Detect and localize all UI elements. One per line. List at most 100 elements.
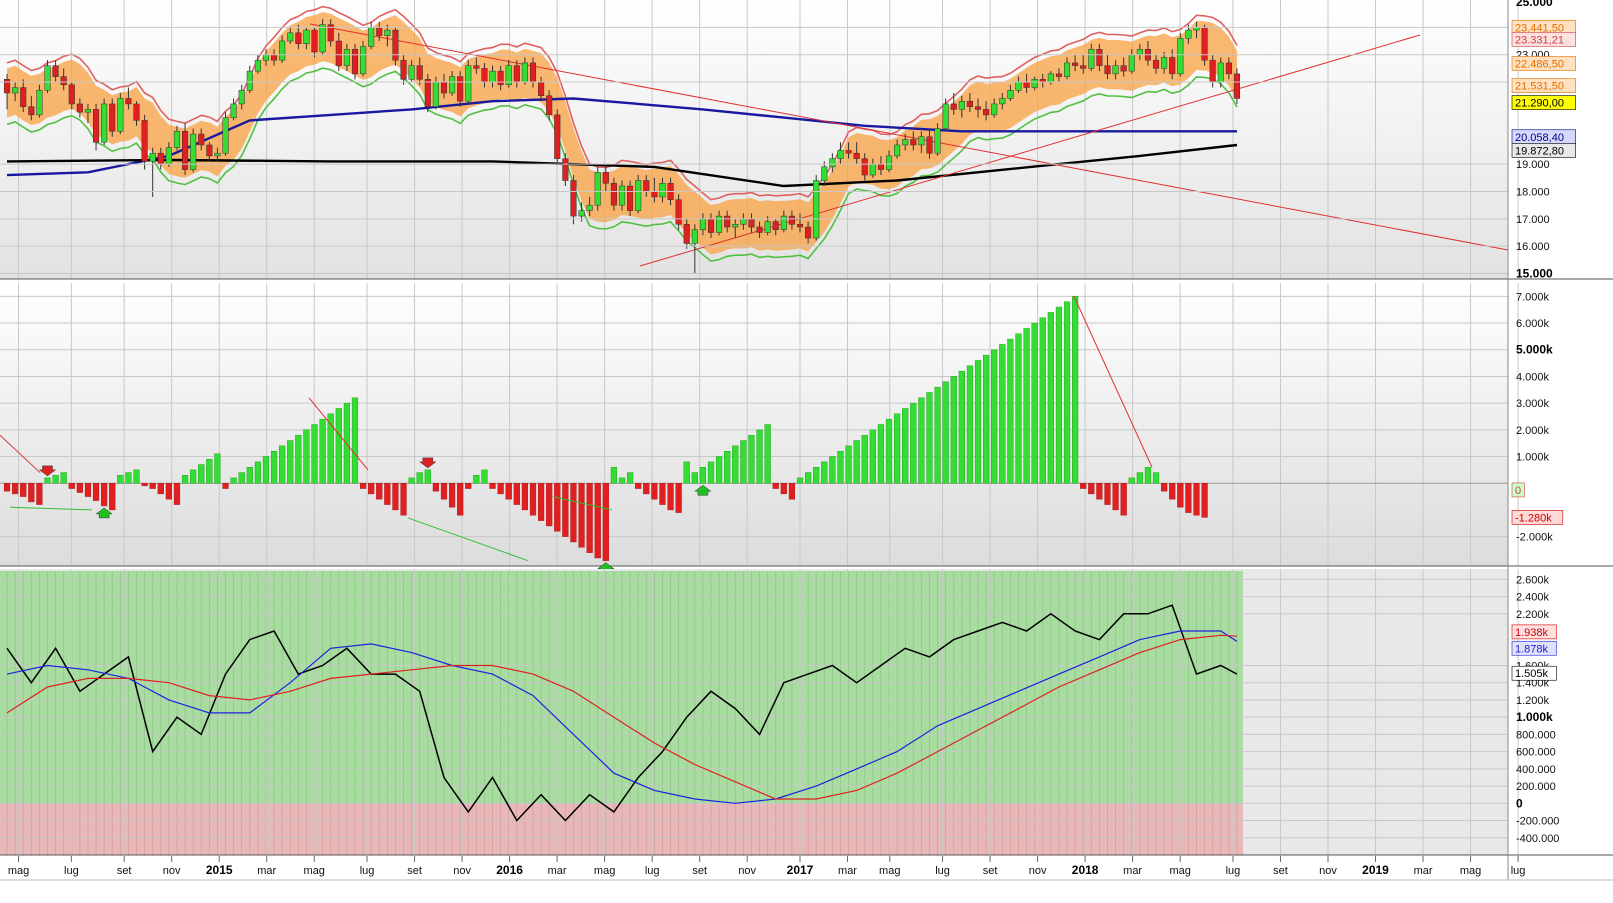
candle[interactable] <box>206 142 213 162</box>
candle[interactable] <box>408 60 415 83</box>
histogram-bar[interactable] <box>529 483 537 516</box>
histogram-bar[interactable] <box>829 456 836 484</box>
histogram-bar[interactable] <box>117 475 124 484</box>
histogram-bar[interactable] <box>885 418 893 484</box>
histogram-bar[interactable] <box>408 477 415 484</box>
candle[interactable] <box>675 194 682 230</box>
candle[interactable] <box>1088 43 1095 72</box>
histogram-bar[interactable] <box>68 483 75 489</box>
candle[interactable] <box>3 73 11 110</box>
candle[interactable] <box>254 54 261 74</box>
histogram-bar[interactable] <box>1023 328 1030 484</box>
histogram-bar[interactable] <box>440 483 448 500</box>
histogram-bar[interactable] <box>667 483 674 511</box>
candle[interactable] <box>52 60 59 83</box>
candle[interactable] <box>627 180 634 217</box>
candle[interactable] <box>1152 54 1160 74</box>
histogram-bar[interactable] <box>1031 322 1038 484</box>
histogram-bar[interactable] <box>626 472 634 484</box>
histogram-bar[interactable] <box>1015 333 1022 484</box>
candle[interactable] <box>1120 57 1127 77</box>
candle[interactable] <box>1104 54 1111 80</box>
candle[interactable] <box>20 79 27 113</box>
histogram-bar[interactable] <box>966 365 974 484</box>
candle[interactable] <box>222 112 229 156</box>
histogram-bar[interactable] <box>20 483 27 497</box>
candle[interactable] <box>610 177 617 211</box>
histogram-bar[interactable] <box>1193 483 1200 516</box>
candle[interactable] <box>343 43 350 72</box>
histogram-bar[interactable] <box>473 475 480 484</box>
histogram-bar[interactable] <box>214 453 221 484</box>
candle[interactable] <box>416 57 423 85</box>
histogram-bar[interactable] <box>1112 483 1119 511</box>
histogram-bar[interactable] <box>894 413 901 484</box>
histogram-bar[interactable] <box>942 381 949 484</box>
histogram-bar[interactable] <box>246 467 253 484</box>
candle[interactable] <box>68 82 75 110</box>
candle[interactable] <box>788 210 795 230</box>
histogram-bar[interactable] <box>683 461 690 484</box>
histogram-bar[interactable] <box>740 440 747 484</box>
histogram-bar[interactable] <box>1104 483 1111 505</box>
candle[interactable] <box>910 131 917 151</box>
histogram-bar[interactable] <box>343 402 350 484</box>
candle[interactable] <box>691 224 698 274</box>
candle[interactable] <box>473 57 480 74</box>
histogram-bar[interactable] <box>699 467 707 484</box>
candle[interactable] <box>117 93 124 135</box>
histogram-bar[interactable] <box>643 483 650 495</box>
candle[interactable] <box>230 98 237 121</box>
histogram-bar[interactable] <box>190 469 197 484</box>
candle[interactable] <box>1225 57 1232 80</box>
candle[interactable] <box>983 101 990 121</box>
candle[interactable] <box>319 19 326 55</box>
candle[interactable] <box>1080 54 1087 74</box>
histogram-bar[interactable] <box>715 456 723 484</box>
histogram-bar[interactable] <box>1144 467 1152 484</box>
histogram-bar[interactable] <box>1039 317 1046 484</box>
candle[interactable] <box>562 153 569 186</box>
histogram-bar[interactable] <box>3 483 11 492</box>
candle[interactable] <box>190 128 197 173</box>
histogram-bar[interactable] <box>853 440 860 484</box>
candle[interactable] <box>845 142 852 159</box>
histogram-bar[interactable] <box>376 483 383 500</box>
histogram-bar[interactable] <box>805 472 812 484</box>
histogram-bar[interactable] <box>238 472 245 484</box>
histogram-bar[interactable] <box>813 467 820 484</box>
histogram-bar[interactable] <box>1136 472 1143 484</box>
candle[interactable] <box>28 95 35 121</box>
histogram-bar[interactable] <box>675 483 682 513</box>
histogram-bar[interactable] <box>109 483 116 511</box>
candle[interactable] <box>853 142 860 165</box>
candle[interactable] <box>837 142 844 165</box>
candle[interactable] <box>457 71 464 107</box>
histogram-bar[interactable] <box>1128 477 1135 484</box>
candle[interactable] <box>780 210 787 233</box>
candle[interactable] <box>966 93 973 113</box>
histogram-bar[interactable] <box>222 483 229 489</box>
histogram-bar[interactable] <box>707 461 715 484</box>
histogram-bar[interactable] <box>270 450 278 484</box>
histogram-bar[interactable] <box>586 483 593 553</box>
candle[interactable] <box>238 84 245 110</box>
histogram-bar[interactable] <box>651 483 658 500</box>
histogram-bar[interactable] <box>84 483 92 497</box>
candle[interactable] <box>449 71 456 96</box>
candle[interactable] <box>1161 51 1168 74</box>
histogram-bar[interactable] <box>1055 306 1063 484</box>
candle[interactable] <box>303 27 310 50</box>
histogram-bar[interactable] <box>206 459 213 484</box>
histogram-bar[interactable] <box>198 464 205 484</box>
histogram-bar[interactable] <box>869 429 876 484</box>
histogram-bar[interactable] <box>1185 483 1192 513</box>
histogram-panel[interactable]: 7.000k 6.000k 5.000k 4.000k 3.000k 2.000k 1.00… <box>0 283 1613 573</box>
histogram-bar[interactable] <box>351 397 359 484</box>
candle[interactable] <box>133 101 140 126</box>
candle[interactable] <box>756 221 763 238</box>
histogram-bar[interactable] <box>287 440 294 484</box>
histogram-bar[interactable] <box>958 370 965 484</box>
candle[interactable] <box>724 210 731 233</box>
histogram-bar[interactable] <box>1152 472 1160 484</box>
